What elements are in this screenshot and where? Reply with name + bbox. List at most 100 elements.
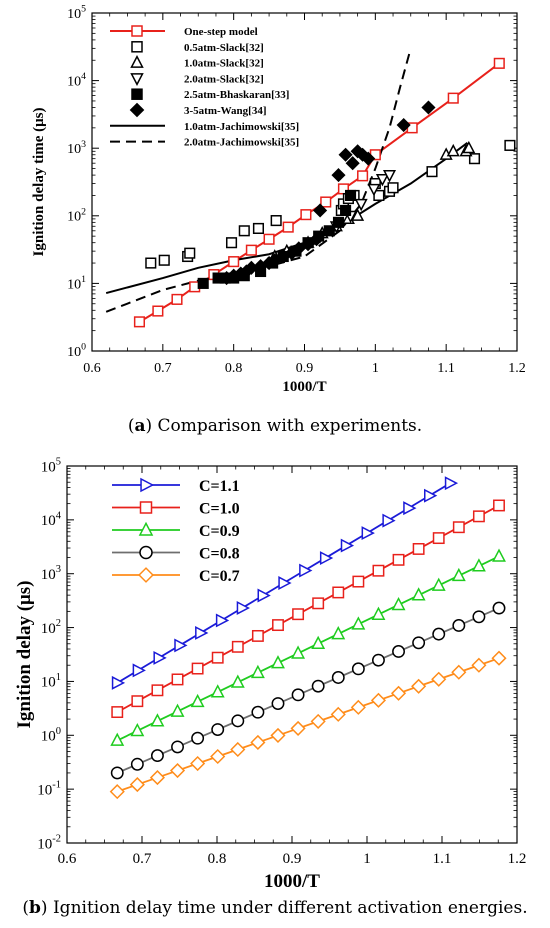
data-point-1	[352, 575, 365, 588]
data-point-4	[210, 748, 226, 765]
series-line-6	[105, 142, 469, 295]
chart-b: 0.6 0.7 0.8 0.9 1 1.1 1.2 10-2 10-1 100 101 102 103 1…	[14, 457, 526, 893]
data-point-3	[382, 170, 397, 183]
x-tick-label: 1.2	[508, 851, 527, 867]
data-point-0	[319, 551, 334, 566]
y-tick-label: 10-2	[37, 834, 61, 853]
data-point-0	[132, 663, 146, 678]
data-point-1	[158, 254, 170, 266]
data-point-0	[228, 256, 240, 268]
data-point-0	[361, 526, 375, 541]
data-point-2	[331, 626, 346, 640]
caption-a-label: a	[134, 416, 146, 436]
data-point-0	[382, 513, 396, 528]
data-point-4	[197, 277, 209, 289]
caption-a: (a) Comparison with experiments.	[127, 416, 423, 436]
x-tick-label: 0.7	[133, 851, 152, 867]
data-point-1	[412, 543, 425, 555]
data-point-5	[338, 147, 353, 162]
data-point-0	[282, 221, 294, 233]
legend-marker-5	[129, 102, 145, 118]
data-point-1	[131, 695, 144, 708]
y-tick-label: 103	[41, 564, 61, 583]
y-axis-label: Ignition delay time (μs)	[31, 108, 47, 257]
legend-marker-2	[130, 54, 144, 68]
data-point-5	[313, 203, 328, 218]
data-point-2	[351, 616, 366, 630]
caption-b-label: b	[29, 898, 41, 918]
data-point-5	[361, 151, 376, 166]
legend-marker-4	[138, 567, 154, 583]
data-point-1	[145, 257, 157, 269]
data-point-1	[312, 597, 325, 610]
data-point-2	[271, 655, 285, 669]
legend-label-0: One-step model	[184, 26, 258, 38]
data-point-2	[311, 635, 326, 650]
legend-label-0: C=1.1	[199, 478, 240, 495]
data-point-3	[371, 653, 385, 667]
data-point-4	[350, 699, 366, 715]
data-point-1	[252, 222, 265, 234]
data-point-4	[330, 706, 346, 722]
data-point-0	[111, 675, 126, 690]
y-tick-label: 100	[41, 726, 61, 745]
data-point-2	[351, 208, 365, 221]
data-point-1	[225, 237, 238, 249]
data-point-0	[340, 538, 355, 553]
data-point-2	[210, 684, 225, 698]
data-point-4	[431, 671, 447, 687]
data-point-4	[332, 216, 345, 228]
data-point-0	[133, 316, 146, 328]
y-tick-label: 101	[41, 672, 61, 691]
data-point-1	[493, 499, 505, 512]
data-point-0	[152, 305, 164, 317]
data-point-0	[153, 650, 167, 665]
data-point-2	[451, 567, 466, 582]
legend-marker-4	[131, 88, 143, 100]
data-point-4	[169, 762, 186, 779]
legend-label-2: 1.0atm-Slack[32]	[184, 58, 264, 70]
data-point-0	[424, 488, 438, 503]
data-point-3	[432, 627, 446, 641]
data-point-5	[291, 241, 306, 256]
legend-label-5: 3-5atm-Wang[34]	[184, 105, 267, 117]
data-point-3	[150, 749, 164, 763]
data-point-1	[184, 247, 196, 259]
data-point-0	[174, 638, 188, 653]
data-point-2	[411, 587, 426, 601]
x-axis-label: 1000/T	[282, 379, 326, 395]
x-tick-label: 1	[372, 361, 379, 376]
data-point-3	[412, 636, 426, 650]
data-point-4	[230, 741, 246, 758]
data-point-0	[300, 209, 312, 221]
data-point-1	[504, 139, 516, 151]
data-point-0	[493, 57, 505, 69]
data-point-0	[236, 601, 250, 615]
data-point-1	[472, 510, 485, 523]
data-point-4	[390, 685, 407, 701]
data-point-4	[340, 204, 352, 216]
data-point-1	[211, 651, 224, 664]
y-tick-label: 102	[41, 618, 61, 637]
legend-label-3: 2.0atm-Slack[32]	[184, 73, 264, 85]
x-tick-label: 0.9	[283, 851, 302, 867]
data-point-3	[271, 697, 285, 710]
x-tick-label: 0.6	[83, 361, 101, 376]
chart-a: 0.6 0.7 0.8 0.9 1 1.1 1.2 100 101 102 103 104 105 100…	[31, 4, 526, 395]
data-point-2	[190, 693, 205, 708]
y-axis-label: Ignition delay (μs)	[14, 580, 35, 728]
data-point-2	[492, 548, 506, 562]
data-point-2	[150, 713, 165, 727]
data-point-5	[309, 232, 324, 247]
data-point-2	[431, 577, 446, 591]
y-tick-label: 102	[67, 206, 86, 224]
data-point-2	[462, 140, 476, 154]
x-axis-label: 1000/T	[264, 871, 320, 892]
data-point-3	[110, 766, 124, 780]
data-point-3	[171, 740, 184, 754]
data-point-2	[391, 596, 406, 611]
data-point-3	[472, 610, 486, 624]
x-tick-label: 1	[363, 851, 371, 867]
data-point-1	[272, 619, 284, 632]
